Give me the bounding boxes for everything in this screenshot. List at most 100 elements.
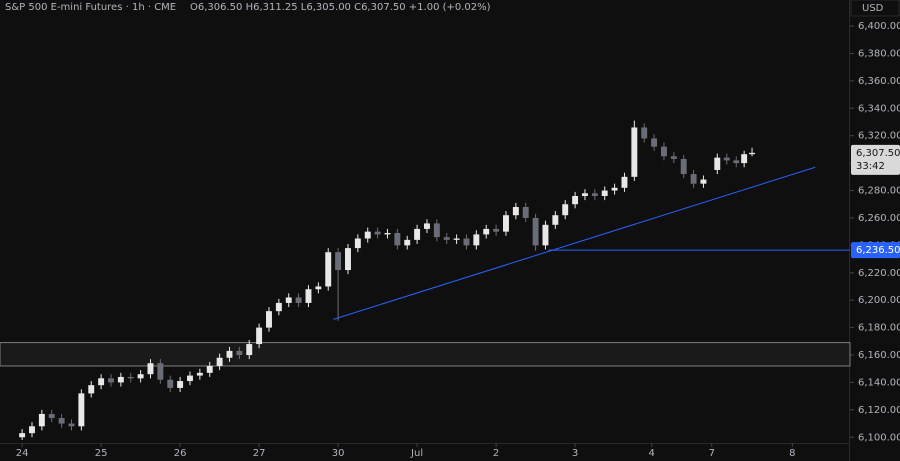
x-tick-label: 4 (649, 448, 655, 459)
candle-body (463, 238, 470, 246)
candle-body (266, 311, 272, 328)
x-tick-label: 3 (572, 448, 578, 459)
candle-body (335, 252, 342, 271)
x-tick-label: 7 (709, 448, 715, 459)
candle-body (206, 365, 213, 373)
candle-body (473, 234, 480, 246)
candle-body (374, 231, 381, 235)
candle-body (700, 179, 707, 184)
candle-body (19, 433, 26, 438)
y-tick-label: 6,260.00 (858, 213, 900, 224)
candle-body (723, 157, 730, 161)
candle-body (733, 160, 740, 164)
candle-body (38, 413, 45, 427)
candle-body (147, 363, 154, 375)
candle-body (354, 238, 361, 249)
candle-body (236, 350, 243, 356)
candle-body (364, 231, 371, 239)
candle-body (108, 378, 114, 383)
candle-body (493, 228, 500, 232)
candle-body (98, 378, 105, 386)
candle-body (443, 237, 450, 240)
y-tick-label: 6,100.00 (858, 432, 900, 443)
chart-title: S&P 500 E-mini Futures · 1h · CME (5, 2, 176, 13)
candle-body (522, 206, 529, 218)
candle-body (394, 233, 401, 246)
candle-body (404, 239, 411, 246)
candle-body (58, 418, 65, 424)
x-tick-label: 26 (174, 448, 187, 459)
level-label: 6,236.50 (856, 245, 900, 256)
y-tick-label: 6,220.00 (858, 268, 900, 279)
candle-body (591, 193, 598, 197)
candle-body (325, 252, 332, 287)
candle-body (562, 204, 569, 216)
candle-body (424, 223, 430, 229)
x-tick-label: 27 (253, 448, 266, 459)
ohlc-text: O6,306.50 H6,311.25 L6,305.00 C6,307.50 … (190, 2, 491, 13)
candle-body (611, 187, 618, 191)
currency-box[interactable] (850, 0, 900, 17)
candle-body (48, 413, 55, 419)
x-tick-label: 8 (789, 448, 795, 459)
candle-body (256, 327, 263, 345)
x-tick-label: 24 (16, 448, 29, 459)
candle-body (275, 302, 282, 312)
candle-body (532, 217, 539, 246)
y-tick-label: 6,120.00 (858, 405, 900, 416)
candle-body (414, 228, 421, 240)
countdown-label: 33:42 (856, 161, 885, 172)
x-tick-label: 30 (332, 448, 345, 459)
candle-body (670, 156, 677, 160)
y-tick-label: 6,180.00 (858, 323, 900, 334)
candle-body (29, 426, 35, 434)
candle-body (582, 193, 588, 197)
candle-body (88, 385, 95, 394)
candle-body (483, 228, 490, 235)
y-tick-label: 6,400.00 (858, 21, 900, 32)
candle-body (741, 154, 748, 164)
candle-body (453, 238, 460, 240)
candle-body (127, 376, 134, 379)
y-tick-label: 6,280.00 (858, 186, 900, 197)
candle-body (345, 248, 351, 271)
candle-body (572, 196, 579, 205)
x-tick-label: 25 (95, 448, 108, 459)
candle-body (433, 223, 440, 238)
candle-body (680, 159, 687, 175)
candle-body (631, 127, 638, 177)
y-tick-label: 6,380.00 (858, 48, 900, 59)
candle-body (714, 157, 721, 170)
candle-body (68, 423, 75, 427)
candle-body (503, 215, 509, 232)
candle-body (117, 376, 124, 383)
currency-label: USD (862, 3, 884, 14)
candle-body (305, 289, 312, 303)
y-tick-label: 6,200.00 (858, 295, 900, 306)
x-tick-label: 2 (493, 448, 499, 459)
candle-body (552, 215, 559, 225)
candle-body (78, 393, 85, 427)
candle-body (651, 138, 658, 147)
y-tick-label: 6,320.00 (858, 131, 900, 142)
candle-body (690, 174, 697, 184)
candle-body (661, 146, 667, 157)
candle-body (641, 127, 648, 139)
candle-body (315, 286, 322, 290)
candle-body (295, 297, 302, 303)
x-tick-label: Jul (410, 448, 423, 459)
candle-body (621, 176, 628, 188)
candle-body (216, 357, 223, 366)
candle-body (137, 374, 144, 379)
last-price-label: 6,307.50 (856, 148, 900, 159)
level-tag (851, 242, 900, 259)
candle-body (167, 379, 174, 388)
y-tick-label: 6,340.00 (858, 103, 900, 114)
candle-body (384, 233, 391, 235)
zone (0, 342, 851, 367)
y-tick-label: 6,360.00 (858, 76, 900, 87)
candle-body (177, 381, 184, 388)
